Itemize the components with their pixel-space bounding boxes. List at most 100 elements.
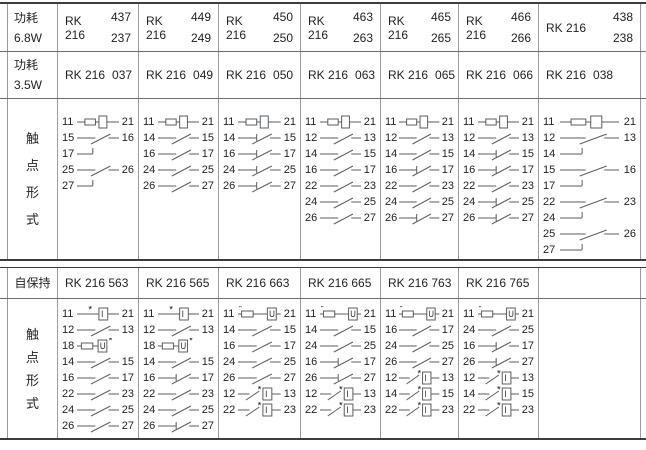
terminal-number-right: 13 [363,132,376,144]
terminal-number-right: 21 [363,308,376,320]
terminal-number-right: 27 [441,212,455,224]
contact-row: 16 17 [305,354,376,370]
svg-text:U: U [508,308,514,319]
contact-symbol-coil_i: * I [77,306,119,322]
svg-text:*: * [400,306,404,314]
contact-row: 24 [543,210,636,226]
terminal-number-right: 26 [623,228,636,240]
contact-row: 24 25 [385,338,454,354]
terminal-number-right: 27 [283,180,297,192]
contact-row: 14 15 [305,146,376,162]
contact-row: 14 15 [385,146,454,162]
terminal-number-right: 17 [283,148,297,160]
contact-symbol-coil [77,114,119,130]
contact-row: 11 21 [143,114,214,130]
contact-symbol-res_u: U * [158,338,193,354]
contact-row: 26 27 [385,354,454,370]
model-cell: RK 216 450 250 [219,4,301,51]
contact-symbol-pair_top [560,130,619,146]
contact-symbol-no [399,354,439,370]
contact-symbol-istar: * I [399,386,439,402]
svg-text:I: I [425,404,427,415]
contact-row: 12 13 [543,130,636,146]
svg-text:*: * [109,338,113,347]
terminal-number-right: 25 [283,164,297,176]
terminal-number-right: 25 [521,324,534,336]
contact-row: 24 25 [143,402,214,418]
svg-text:*: * [418,370,422,380]
power-high-label-watt: 6.8W [14,30,43,45]
terminal-number-right: 21 [201,308,214,320]
model-cell: RK 216 449 249 [139,4,219,51]
empty-cell [539,268,641,298]
terminal-number-left: 14 [62,356,75,368]
contact-symbol-no [158,386,200,402]
svg-text:*: * [189,338,193,347]
model-number: RK 216 763 [388,276,452,290]
svg-text:*: * [478,306,482,314]
contact-symbol-istar: * I [478,370,520,386]
contact-symbol-coil_u: * U [478,306,520,322]
contact-row: 11 * U 21 [305,306,376,322]
terminal-number-left: 12 [463,372,476,384]
contact-symbol-no [320,162,362,178]
model-variant-bottom: 250 [272,31,293,45]
terminal-number-left: 11 [305,308,317,320]
model-prefix: RK 216 [388,68,429,82]
contact-row: 11 * I 21 [62,306,134,322]
svg-text:*: * [497,370,501,380]
power-high-label-cn: 功耗 [14,10,39,25]
model-variants: 450 250 [273,10,293,45]
terminal-number-right: 27 [363,212,376,224]
model-number: 066 [513,68,534,82]
svg-text:U: U [100,340,106,351]
contact-symbol-no [399,146,439,162]
contact-symbol-no [399,322,439,338]
terminal-number-left: 12 [463,132,476,144]
model-cell: RK 216 765 [459,268,539,298]
svg-text:U: U [429,308,434,319]
terminal-number-left: 22 [385,404,398,416]
model-prefix: RK 216 [466,68,507,82]
model-number: RK 216 663 [226,276,290,290]
contact-symbol-no [478,130,520,146]
terminal-number-left: 11 [223,308,235,320]
model-variant-top: 438 [612,10,633,24]
contact-row: 12 13 [62,322,134,338]
contact-symbol-coil [399,114,439,130]
terminal-number-right: 15 [201,132,214,144]
contact-symbol-no [238,354,281,370]
contact-row: 26 27 [62,418,134,434]
terminal-number-left: 18 [143,340,156,352]
contact-symbol-no [478,322,520,338]
terminal-number-left: 26 [143,420,156,432]
terminal-number-left: 17 [62,148,75,160]
terminal-number-left: 24 [143,404,156,416]
terminal-number-left: 11 [305,116,317,128]
terminal-number-left: 22 [463,180,476,192]
contact-row: 12 13 [305,130,376,146]
svg-text:I: I [425,388,427,399]
row-label-contact-forms-bottom: 触点形式 [7,299,58,438]
contact-row: 24 25 [62,402,134,418]
contact-symbol-nc [320,354,362,370]
contact-row: 22 23 [463,178,534,194]
contact-forms-label-char: 点 [25,349,39,365]
contact-row: 11 21 [543,114,636,130]
model-variant-top: 463 [352,10,373,24]
model-prefix: RK 216 [146,13,167,42]
contact-symbol-no [77,418,119,434]
contact-row: 22 23 [143,386,214,402]
contact-row: 24 25 [385,194,454,210]
terminal-number-right: 17 [521,340,534,352]
contact-row: 18 U * [62,338,134,354]
terminal-number-left: 12 [305,132,318,144]
contact-forms-label-char: 式 [25,395,39,411]
contact-symbol-no [320,146,362,162]
contact-row: 22 * I 23 [385,402,454,418]
terminal-number-left: 16 [143,148,156,160]
contact-row: 26 27 [143,178,214,194]
self-hold-label: 自保持 [14,276,51,290]
contact-row: 25 26 [543,226,636,242]
terminal-number-left: 14 [385,148,398,160]
